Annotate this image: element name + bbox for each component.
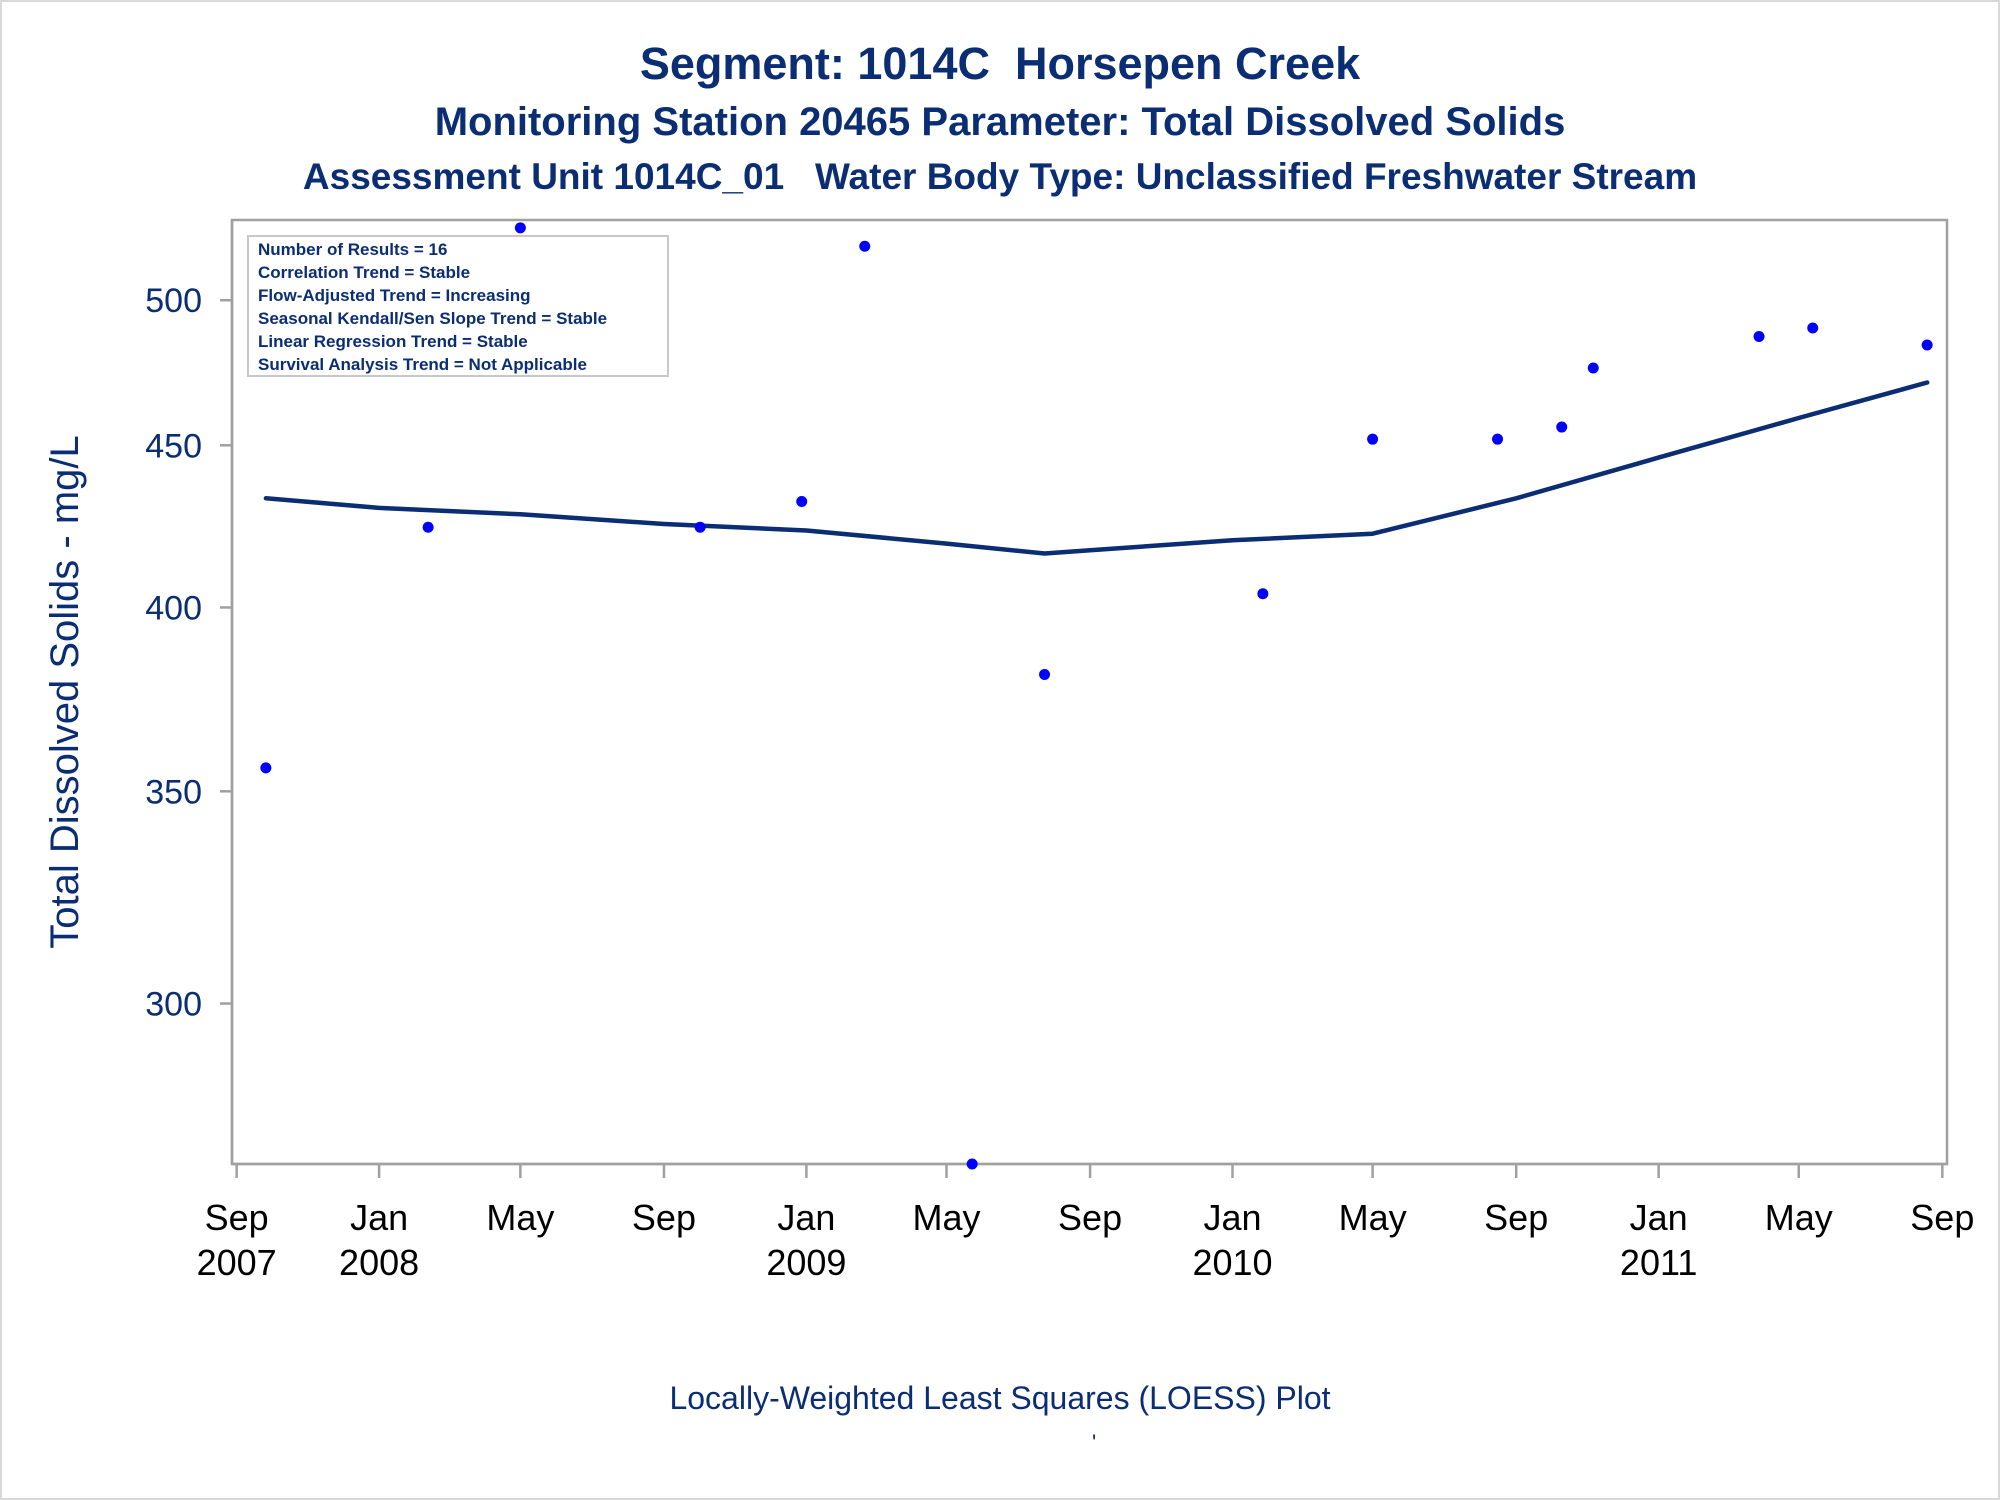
data-point [966,1158,978,1170]
x-tick-label-2010-01-01: Jan [1203,1197,1261,1238]
y-tick-label-500: 500 [145,282,202,320]
data-point [859,240,871,252]
x-tick-label-2011-09-01: Sep [1910,1197,1974,1238]
data-point [422,521,434,533]
x-tick-label-2007-09-01: Sep [205,1197,269,1238]
data-point [1921,339,1933,351]
stats-line-flow-adjusted: Flow-Adjusted Trend = Increasing [258,286,531,305]
data-point [796,495,808,507]
stats-line-linear-regression: Linear Regression Trend = Stable [258,332,528,351]
stats-box: Number of Results = 16 Correlation Trend… [247,235,669,377]
x-tick-year-2007-09-01: 2007 [197,1242,277,1283]
x-tick-label-2010-05-01: May [1339,1197,1407,1238]
x-tick-label-2010-09-01: Sep [1484,1197,1548,1238]
data-point [1556,421,1568,433]
x-tick-label-2011-01-01: Jan [1630,1197,1688,1238]
x-tick-label-2008-05-01: May [486,1197,554,1238]
footnote: Locally-Weighted Least Squares (LOESS) P… [669,1380,1331,1416]
data-point [1492,433,1504,445]
data-point [1367,433,1379,445]
data-point [1807,322,1819,334]
y-tick-label-350: 350 [145,773,202,811]
data-point [694,521,706,533]
footnote-mark: ' [1092,1430,1097,1455]
data-point [514,222,526,234]
stats-line-correlation: Correlation Trend = Stable [258,263,470,282]
data-point [1753,330,1765,342]
chart-subtitle-2: Assessment Unit 1014C_01 Water Body Type… [302,156,1698,197]
x-tick-year-2009-01-01: 2009 [766,1242,846,1283]
data-point [1039,668,1051,680]
x-tick-label-2009-01-01: Jan [777,1197,835,1238]
x-tick-label-2008-09-01: Sep [632,1197,696,1238]
stats-line-count: Number of Results = 16 [258,240,447,259]
loess-trend-line [263,380,1930,556]
stats-box-frame [247,235,669,377]
y-tick-label-300: 300 [145,986,202,1024]
y-tick-label-400: 400 [145,589,202,627]
x-tick-label-2009-09-01: Sep [1058,1197,1122,1238]
stats-line-survival: Survival Analysis Trend = Not Applicable [258,355,587,374]
y-axis-ticks: 300 350 400 450 500 [145,282,232,1024]
data-point [260,762,272,774]
chart-title: Segment: 1014C Horsepen Creek [639,38,1361,89]
x-tick-year-2008-01-01: 2008 [339,1242,419,1283]
stats-line-seasonal-kendall: Seasonal Kendall/Sen Slope Trend = Stabl… [258,309,607,328]
chart-subtitle: Monitoring Station 20465 Parameter: Tota… [434,100,1566,144]
x-tick-year-2010-01-01: 2010 [1192,1242,1272,1283]
x-tick-label-2011-05-01: May [1765,1197,1833,1238]
data-points [260,222,1933,1170]
y-tick-label-450: 450 [145,427,202,465]
y-axis-label: Total Dissolved Solids - mg/L [43,435,87,949]
x-tick-year-2011-01-01: 2011 [1620,1242,1697,1283]
x-tick-label-2008-01-01: Jan [350,1197,408,1238]
x-tick-label-2009-05-01: May [912,1197,980,1238]
data-point [1257,588,1269,600]
data-point [1587,362,1599,374]
